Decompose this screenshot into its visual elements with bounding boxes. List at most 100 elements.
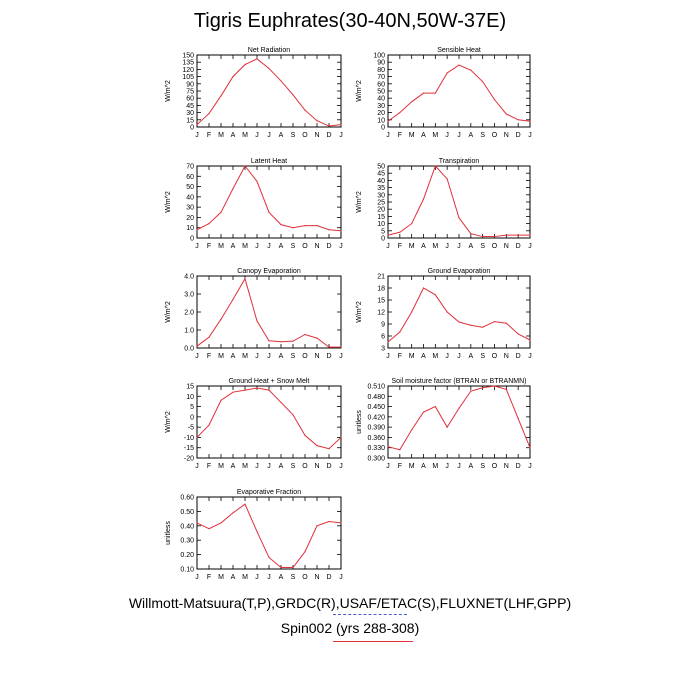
data-point bbox=[493, 235, 496, 238]
panel-title: Transpiration bbox=[439, 158, 480, 165]
data-point bbox=[505, 322, 507, 324]
chart-panel: Evaporative Fraction unitless 0.10 0.20 0.30… bbox=[165, 489, 343, 581]
data-point bbox=[268, 556, 270, 559]
data-point bbox=[411, 223, 413, 225]
panel-title: Net Radiation bbox=[248, 47, 291, 54]
data-point bbox=[505, 113, 507, 115]
y-tick-label: 20 bbox=[377, 207, 385, 214]
x-tick-label: J bbox=[528, 463, 532, 470]
y-tick-label: 0.450 bbox=[367, 404, 385, 411]
series-line bbox=[387, 287, 531, 343]
data-point bbox=[470, 390, 472, 392]
y-tick-label: 10 bbox=[377, 117, 385, 124]
data-point bbox=[268, 211, 270, 213]
x-tick-label: J bbox=[339, 243, 343, 250]
y-tick-label: 0 bbox=[190, 414, 194, 421]
data-point bbox=[470, 69, 472, 71]
y-axis-label: W/m^2 bbox=[356, 191, 363, 213]
x-tick-label: J bbox=[386, 353, 390, 360]
x-tick-label: O bbox=[302, 353, 308, 360]
series-line bbox=[387, 165, 530, 238]
x-tick-label: J bbox=[445, 243, 449, 250]
y-tick-label: 3.0 bbox=[184, 292, 194, 299]
y-tick-label: 6 bbox=[381, 334, 385, 341]
data-point bbox=[304, 333, 306, 336]
data-point bbox=[529, 234, 531, 236]
y-tick-label: 120 bbox=[182, 67, 194, 74]
x-tick-label: A bbox=[468, 243, 473, 250]
data-point bbox=[316, 120, 318, 122]
x-tick-label: M bbox=[409, 132, 415, 139]
y-tick-label: 50 bbox=[377, 89, 385, 96]
y-tick-label: 4.0 bbox=[184, 274, 194, 281]
data-point bbox=[292, 227, 294, 229]
data-point bbox=[232, 76, 234, 78]
x-tick-label: F bbox=[207, 353, 211, 360]
x-tick-label: A bbox=[231, 463, 236, 470]
y-tick-label: 0.20 bbox=[180, 552, 194, 559]
data-point bbox=[244, 64, 246, 66]
x-tick-label: S bbox=[291, 353, 296, 360]
series-line bbox=[196, 165, 342, 232]
x-tick-label: M bbox=[242, 353, 248, 360]
y-tick-label: 0.60 bbox=[180, 495, 194, 502]
x-tick-label: F bbox=[398, 132, 402, 139]
data-point bbox=[232, 298, 234, 300]
data-point bbox=[446, 178, 448, 180]
x-tick-label: D bbox=[516, 243, 521, 250]
data-point bbox=[529, 447, 531, 449]
data-point bbox=[292, 414, 294, 416]
x-tick-label: M bbox=[242, 132, 248, 139]
x-tick-label: J bbox=[267, 353, 271, 360]
x-tick-label: M bbox=[432, 463, 438, 470]
x-tick-label: F bbox=[398, 243, 402, 250]
x-tick-label: D bbox=[326, 574, 331, 581]
x-tick-label: M bbox=[409, 243, 415, 250]
y-axis-label: W/m^2 bbox=[165, 80, 172, 102]
x-tick-label: N bbox=[504, 243, 509, 250]
data-point bbox=[220, 95, 222, 97]
y-tick-label: 3 bbox=[381, 346, 385, 353]
data-point bbox=[517, 417, 519, 420]
x-tick-label: J bbox=[339, 132, 343, 139]
x-tick-label: J bbox=[195, 574, 199, 581]
data-point bbox=[340, 436, 342, 439]
y-tick-label: 90 bbox=[186, 81, 194, 88]
data-point bbox=[196, 436, 198, 439]
y-tick-label: 0.480 bbox=[367, 394, 385, 401]
data-point bbox=[304, 109, 306, 111]
x-tick-label: D bbox=[516, 353, 521, 360]
x-tick-label: O bbox=[302, 463, 308, 470]
x-tick-label: J bbox=[255, 574, 259, 581]
x-tick-label: J bbox=[195, 132, 199, 139]
data-point bbox=[304, 551, 306, 553]
x-tick-label: O bbox=[302, 574, 308, 581]
data-point bbox=[482, 81, 484, 83]
x-tick-label: J bbox=[255, 353, 259, 360]
plot-frame bbox=[196, 385, 342, 459]
x-tick-label: A bbox=[421, 463, 426, 470]
plot-frame bbox=[196, 275, 342, 349]
data-point bbox=[411, 429, 413, 431]
x-tick-label: J bbox=[195, 463, 199, 470]
y-tick-label: 105 bbox=[182, 74, 194, 81]
data-point bbox=[340, 346, 342, 348]
plot-frame bbox=[387, 385, 531, 459]
data-point bbox=[256, 180, 258, 183]
y-tick-label: 2.0 bbox=[184, 310, 194, 317]
data-point bbox=[340, 230, 342, 232]
x-tick-label: M bbox=[218, 463, 224, 470]
y-tick-label: 60 bbox=[186, 174, 194, 181]
x-tick-label: D bbox=[516, 132, 521, 139]
x-tick-label: J bbox=[255, 463, 259, 470]
data-point bbox=[220, 318, 222, 320]
model-legend-line bbox=[333, 641, 413, 642]
chart-panel: Soil moisture factor (BTRAN or BTRANMN) u… bbox=[356, 378, 532, 470]
y-tick-label: 15 bbox=[377, 298, 385, 305]
data-point bbox=[244, 503, 246, 505]
x-tick-label: J bbox=[528, 353, 532, 360]
x-tick-label: J bbox=[386, 243, 390, 250]
x-tick-label: N bbox=[504, 463, 509, 470]
chart-panel: Canopy Evaporation W/m^2 0.0 1.0 2.0 3.0 4.0 J F… bbox=[165, 268, 343, 360]
panel-title: Canopy Evaporation bbox=[237, 268, 301, 275]
